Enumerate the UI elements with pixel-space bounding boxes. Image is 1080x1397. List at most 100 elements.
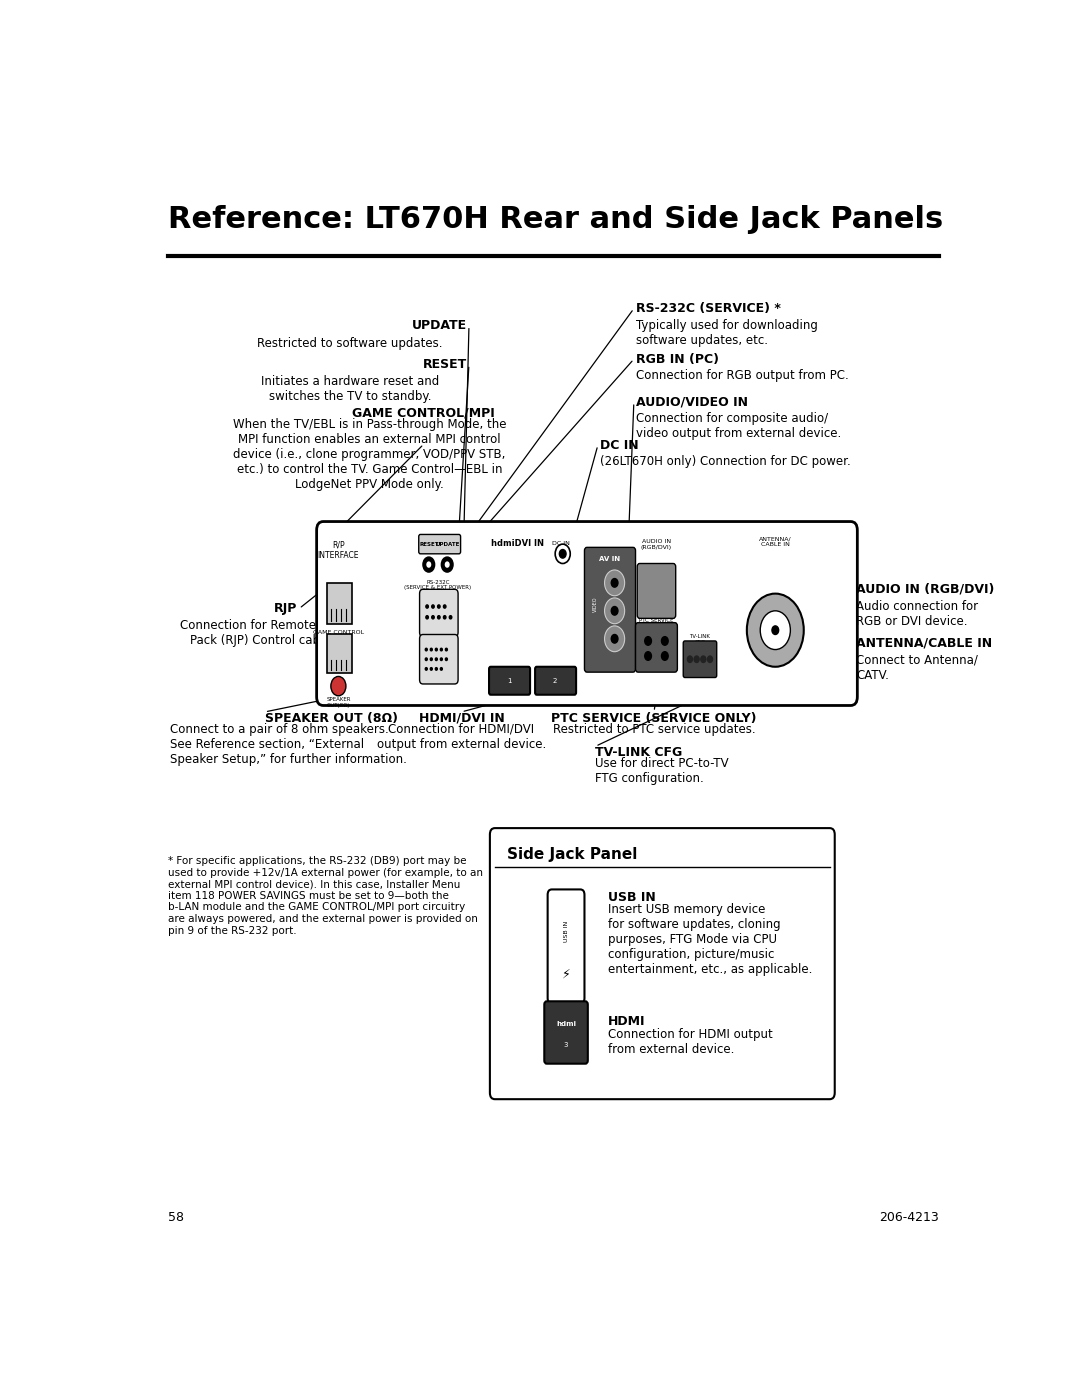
Text: (26LT670H only) Connection for DC power.: (26LT670H only) Connection for DC power. (599, 455, 850, 468)
Circle shape (605, 626, 624, 651)
Text: USB IN: USB IN (608, 890, 656, 904)
Bar (326, 583, 352, 623)
Circle shape (605, 598, 624, 623)
Text: PTC SERVICE (SERVICE ONLY): PTC SERVICE (SERVICE ONLY) (551, 712, 757, 725)
Circle shape (442, 557, 454, 573)
FancyBboxPatch shape (490, 828, 835, 1099)
Circle shape (611, 634, 618, 643)
Text: TV-LINK CFG: TV-LINK CFG (595, 746, 683, 760)
Text: PTC SERVICE
(SERVICE ONLY): PTC SERVICE (SERVICE ONLY) (635, 619, 678, 629)
Text: RESET: RESET (423, 358, 468, 372)
Text: hdmiDVI IN: hdmiDVI IN (491, 539, 544, 548)
Circle shape (426, 668, 428, 671)
Text: Connection for RGB output from PC.: Connection for RGB output from PC. (635, 369, 848, 381)
Text: DC IN: DC IN (599, 439, 638, 451)
Text: AUDIO IN (RGB/DVI): AUDIO IN (RGB/DVI) (856, 583, 995, 595)
Text: Insert USB memory device
for software updates, cloning
purposes, FTG Mode via CP: Insert USB memory device for software up… (608, 904, 812, 977)
Text: R/P
INTERFACE: R/P INTERFACE (318, 541, 360, 560)
Text: 58: 58 (168, 1211, 185, 1224)
FancyBboxPatch shape (544, 1002, 588, 1063)
Circle shape (427, 562, 431, 567)
Text: HDMI: HDMI (608, 1016, 646, 1028)
Text: Reference: LT670H Rear and Side Jack Panels: Reference: LT670H Rear and Side Jack Pan… (168, 205, 944, 235)
Circle shape (707, 657, 713, 662)
Text: SPEAKER OUT (8Ω): SPEAKER OUT (8Ω) (265, 712, 397, 725)
Circle shape (611, 606, 618, 615)
Circle shape (437, 616, 440, 619)
Circle shape (441, 668, 443, 671)
Text: RS-232C
(SERVICE & EXT POWER): RS-232C (SERVICE & EXT POWER) (404, 580, 472, 591)
Circle shape (444, 616, 446, 619)
Circle shape (432, 605, 434, 608)
Circle shape (694, 657, 699, 662)
FancyBboxPatch shape (584, 548, 635, 672)
Circle shape (330, 676, 346, 696)
Circle shape (645, 637, 651, 645)
Text: Connection for composite audio/
video output from external device.: Connection for composite audio/ video ou… (635, 412, 840, 440)
Text: Connect to Antenna/
CATV.: Connect to Antenna/ CATV. (856, 654, 978, 682)
Circle shape (444, 605, 446, 608)
Text: AV IN: AV IN (599, 556, 621, 562)
Text: Use for direct PC-to-TV
FTG configuration.: Use for direct PC-to-TV FTG configuratio… (595, 757, 729, 785)
Text: 2: 2 (553, 678, 557, 683)
Circle shape (645, 651, 651, 661)
Bar (326, 634, 352, 673)
FancyBboxPatch shape (489, 666, 530, 694)
FancyBboxPatch shape (316, 521, 858, 705)
Circle shape (435, 648, 437, 651)
Text: VIDEO: VIDEO (593, 597, 598, 612)
Text: RGB IN (PC): RGB IN (PC) (635, 352, 718, 366)
Circle shape (435, 668, 437, 671)
Text: When the TV/EBL is in Pass-through Mode, the
MPI function enables an external MP: When the TV/EBL is in Pass-through Mode,… (232, 418, 507, 492)
FancyBboxPatch shape (684, 641, 717, 678)
Text: UPDATE: UPDATE (413, 320, 468, 332)
Circle shape (432, 616, 434, 619)
Text: AUDIO IN
(RGB/DVI): AUDIO IN (RGB/DVI) (640, 539, 672, 549)
Circle shape (426, 648, 428, 651)
Circle shape (661, 637, 669, 645)
Text: UPDATE: UPDATE (435, 542, 459, 546)
Circle shape (611, 578, 618, 587)
Circle shape (605, 570, 624, 595)
Text: GAME CONTROL/MPI: GAME CONTROL/MPI (352, 407, 495, 419)
Circle shape (430, 668, 432, 671)
Text: AUDIO/VIDEO IN: AUDIO/VIDEO IN (635, 395, 747, 409)
Text: DC IN: DC IN (552, 541, 570, 546)
Text: Typically used for downloading
software updates, etc.: Typically used for downloading software … (635, 320, 818, 348)
FancyBboxPatch shape (637, 563, 676, 619)
Text: RGB IN (PC): RGB IN (PC) (422, 637, 454, 641)
Text: SPEAKER
OUT(8Ω): SPEAKER OUT(8Ω) (326, 697, 351, 708)
Circle shape (445, 562, 449, 567)
Circle shape (760, 610, 791, 650)
Circle shape (430, 648, 432, 651)
Circle shape (559, 549, 566, 559)
Circle shape (449, 616, 451, 619)
Text: HDMI/DVI IN: HDMI/DVI IN (419, 712, 504, 725)
FancyBboxPatch shape (635, 623, 677, 672)
Text: * For specific applications, the RS-232 (DB9) port may be
used to provide +12v/1: * For specific applications, the RS-232 … (168, 856, 484, 936)
Circle shape (441, 648, 443, 651)
Text: hdmi: hdmi (556, 1021, 576, 1027)
Circle shape (423, 557, 434, 573)
Text: Restricted to software updates.: Restricted to software updates. (257, 337, 443, 349)
Circle shape (426, 616, 429, 619)
Text: USB IN: USB IN (564, 921, 568, 942)
Text: 3: 3 (564, 1042, 568, 1048)
Circle shape (772, 626, 779, 634)
Circle shape (445, 648, 447, 651)
Text: Connection for Remote Jack
Pack (RJP) Control cable.: Connection for Remote Jack Pack (RJP) Co… (180, 619, 345, 647)
Circle shape (437, 605, 440, 608)
Text: ANTENNA/CABLE IN: ANTENNA/CABLE IN (856, 637, 993, 650)
Circle shape (701, 657, 706, 662)
Circle shape (426, 605, 429, 608)
Text: Connect to a pair of 8 ohm speakers.
See Reference section, “External
Speaker Se: Connect to a pair of 8 ohm speakers. See… (171, 722, 407, 766)
Text: Restricted to PTC service updates.: Restricted to PTC service updates. (553, 722, 755, 736)
FancyBboxPatch shape (419, 634, 458, 685)
Circle shape (555, 545, 570, 563)
Circle shape (445, 658, 447, 661)
Text: Connection for HDMI output
from external device.: Connection for HDMI output from external… (608, 1028, 772, 1056)
Circle shape (688, 657, 692, 662)
Text: RS-232C (SERVICE) *: RS-232C (SERVICE) * (635, 302, 781, 316)
Text: Connection for HDMI/DVI
output from external device.: Connection for HDMI/DVI output from exte… (377, 722, 546, 750)
Text: 1: 1 (507, 678, 512, 683)
